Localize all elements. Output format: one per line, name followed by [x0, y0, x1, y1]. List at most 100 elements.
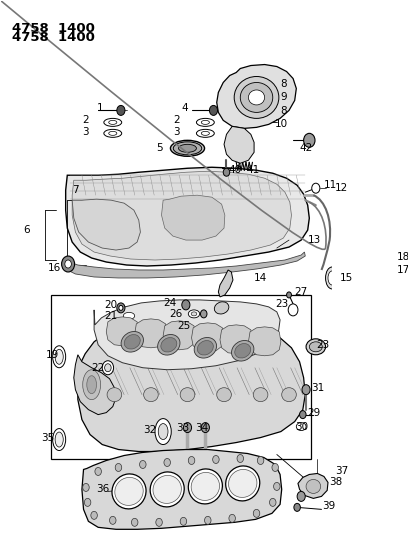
Text: 36: 36 — [97, 484, 110, 495]
Text: 8: 8 — [280, 107, 287, 116]
Ellipse shape — [180, 387, 195, 402]
Circle shape — [104, 364, 111, 372]
Circle shape — [274, 482, 280, 490]
Ellipse shape — [112, 474, 146, 509]
Text: 4758  1400: 4758 1400 — [12, 30, 95, 44]
Polygon shape — [66, 252, 305, 278]
Circle shape — [140, 461, 146, 469]
Polygon shape — [72, 199, 140, 250]
Circle shape — [109, 516, 116, 524]
Ellipse shape — [234, 77, 279, 118]
Text: 3: 3 — [173, 127, 180, 138]
Circle shape — [102, 361, 113, 375]
Ellipse shape — [201, 131, 209, 135]
Circle shape — [131, 518, 138, 526]
Circle shape — [242, 109, 247, 116]
Circle shape — [249, 79, 259, 92]
Circle shape — [182, 300, 190, 310]
Circle shape — [270, 498, 276, 506]
Ellipse shape — [217, 387, 231, 402]
Text: 32: 32 — [144, 425, 157, 434]
Text: 17: 17 — [397, 265, 408, 275]
Ellipse shape — [191, 312, 197, 316]
Text: 30: 30 — [295, 422, 308, 432]
Ellipse shape — [161, 337, 177, 352]
Ellipse shape — [104, 118, 122, 126]
Circle shape — [257, 456, 264, 464]
Circle shape — [184, 423, 191, 433]
Circle shape — [286, 292, 291, 298]
Polygon shape — [74, 355, 116, 415]
Polygon shape — [94, 300, 280, 370]
Circle shape — [95, 467, 102, 475]
Polygon shape — [78, 320, 305, 451]
Text: 5: 5 — [157, 143, 163, 154]
Polygon shape — [191, 323, 224, 352]
Circle shape — [288, 304, 298, 316]
Ellipse shape — [109, 120, 117, 124]
Circle shape — [117, 303, 125, 313]
Ellipse shape — [115, 478, 143, 505]
Text: 13: 13 — [308, 235, 321, 245]
Ellipse shape — [171, 140, 204, 156]
Polygon shape — [106, 317, 139, 346]
Ellipse shape — [109, 131, 117, 135]
Circle shape — [297, 491, 305, 502]
Circle shape — [115, 464, 122, 472]
Text: 3: 3 — [82, 127, 89, 138]
Ellipse shape — [196, 130, 214, 138]
Circle shape — [84, 498, 91, 506]
Ellipse shape — [158, 424, 168, 440]
Text: 21: 21 — [104, 311, 118, 321]
Circle shape — [239, 107, 249, 118]
Polygon shape — [82, 449, 282, 529]
Ellipse shape — [87, 376, 97, 394]
Polygon shape — [162, 195, 225, 240]
Circle shape — [223, 168, 230, 176]
Ellipse shape — [235, 121, 246, 132]
Ellipse shape — [228, 470, 257, 497]
Polygon shape — [163, 321, 195, 350]
Ellipse shape — [157, 335, 180, 355]
Circle shape — [304, 133, 315, 147]
Text: 29: 29 — [308, 408, 321, 418]
Text: 34: 34 — [195, 423, 209, 433]
Ellipse shape — [240, 83, 273, 112]
Ellipse shape — [250, 95, 258, 101]
Ellipse shape — [328, 271, 336, 285]
Polygon shape — [135, 319, 167, 348]
Ellipse shape — [248, 90, 265, 105]
Ellipse shape — [107, 387, 122, 402]
Ellipse shape — [309, 342, 322, 352]
Ellipse shape — [188, 310, 200, 318]
Circle shape — [209, 106, 217, 116]
Bar — [51, 295, 311, 459]
Polygon shape — [217, 64, 296, 128]
Ellipse shape — [231, 341, 254, 361]
Text: 12: 12 — [335, 183, 348, 193]
Text: 35: 35 — [41, 433, 55, 442]
Circle shape — [164, 458, 171, 466]
Ellipse shape — [196, 118, 214, 126]
Ellipse shape — [191, 472, 220, 500]
Text: 27: 27 — [295, 287, 308, 297]
Text: 42: 42 — [299, 143, 313, 154]
Circle shape — [65, 260, 71, 268]
Polygon shape — [224, 126, 254, 163]
Text: 4: 4 — [181, 103, 188, 114]
Text: 41: 41 — [246, 165, 259, 175]
Text: 2: 2 — [173, 115, 180, 125]
Text: 18: 18 — [397, 252, 408, 262]
Text: 7: 7 — [72, 185, 79, 195]
Text: 38: 38 — [329, 478, 342, 488]
Circle shape — [312, 183, 320, 193]
Ellipse shape — [306, 339, 326, 355]
Ellipse shape — [150, 472, 184, 507]
Text: 10: 10 — [275, 119, 288, 130]
Ellipse shape — [53, 346, 66, 368]
Ellipse shape — [121, 332, 144, 352]
Polygon shape — [66, 167, 309, 266]
Text: 1: 1 — [97, 103, 103, 114]
Circle shape — [252, 83, 257, 88]
Polygon shape — [72, 171, 291, 260]
